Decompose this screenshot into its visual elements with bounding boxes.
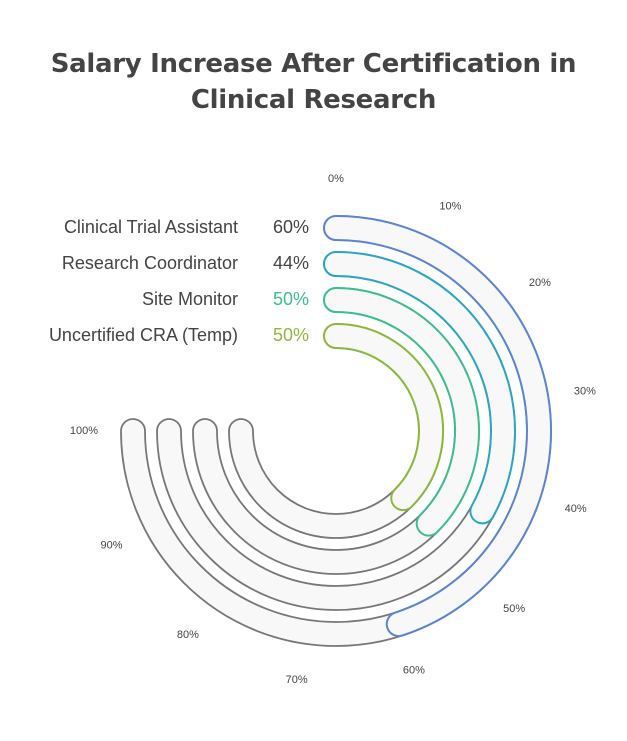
chart-title-line-1: Salary Increase After Certification in (50, 49, 577, 79)
tick-label: 100% (70, 425, 98, 437)
tick-label: 70% (286, 674, 308, 686)
category-label: Clinical Trial Assistant (64, 217, 238, 237)
bar-3 (323, 287, 480, 537)
tick-label: 0% (328, 173, 344, 185)
bar-2 (323, 251, 516, 525)
bar-4 (323, 323, 444, 512)
tick-label: 10% (439, 200, 461, 212)
tick-label: 30% (574, 386, 596, 398)
tick-label: 60% (403, 665, 425, 677)
chart-title: Salary Increase After Certification in C… (0, 46, 627, 118)
tick-label: 20% (529, 277, 551, 289)
label-layer: Clinical Trial Assistant 60% Research Coor… (49, 217, 309, 345)
chart-title-line-2: Clinical Research (190, 85, 437, 115)
category-label: Uncertified CRA (Temp) (49, 325, 238, 345)
tick-layer: 0% 10% 20% 30% 40% 50% 60% 70% 80% 90% 100% (70, 173, 596, 686)
tick-label: 80% (177, 629, 199, 641)
category-label: Site Monitor (142, 289, 238, 309)
value-label: 50% (273, 325, 309, 345)
value-label: 60% (273, 217, 309, 237)
tick-label: 40% (565, 503, 587, 515)
tick-label: 50% (503, 603, 525, 615)
value-label: 44% (273, 253, 309, 273)
category-label: Research Coordinator (62, 253, 238, 273)
bar-layer (323, 215, 552, 638)
tick-label: 90% (100, 539, 122, 551)
value-label: 50% (273, 289, 309, 309)
bar-1 (323, 215, 552, 638)
